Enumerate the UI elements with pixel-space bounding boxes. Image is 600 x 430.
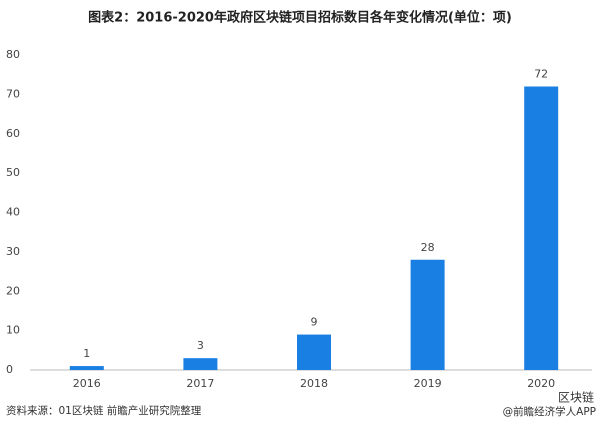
bar xyxy=(69,366,104,370)
data-label: 9 xyxy=(311,316,318,329)
data-label: 72 xyxy=(534,68,548,81)
y-tick-label: 0 xyxy=(6,363,13,376)
y-tick-label: 50 xyxy=(6,166,20,179)
data-label: 28 xyxy=(421,241,435,254)
bar xyxy=(524,86,559,370)
chart-title: 图表2：2016-2020年政府区块链项目招标数目各年变化情况(单位：项) xyxy=(88,10,512,26)
brand: 区块链 xyxy=(558,390,594,405)
y-tick-label: 30 xyxy=(6,245,20,258)
x-tick-label: 2018 xyxy=(300,377,328,390)
x-tick-label: 2016 xyxy=(73,377,101,390)
y-tick-label: 60 xyxy=(6,127,20,140)
y-tick-label: 70 xyxy=(6,87,20,100)
bar xyxy=(183,358,218,370)
source-note: 资料来源：01区块链 前瞻产业研究院整理 xyxy=(6,404,202,417)
data-label: 1 xyxy=(83,347,90,360)
y-tick-label: 80 xyxy=(6,48,20,61)
bar xyxy=(297,334,331,370)
x-tick-label: 2017 xyxy=(186,377,214,390)
x-tick-label: 2020 xyxy=(527,377,555,390)
y-tick-label: 10 xyxy=(6,324,20,337)
data-label: 3 xyxy=(197,339,204,352)
x-tick-label: 2019 xyxy=(414,377,442,390)
y-tick-label: 40 xyxy=(6,206,20,219)
y-tick-label: 20 xyxy=(6,284,20,297)
bar xyxy=(410,259,445,370)
credit: @前瞻经济学人APP xyxy=(503,405,596,418)
